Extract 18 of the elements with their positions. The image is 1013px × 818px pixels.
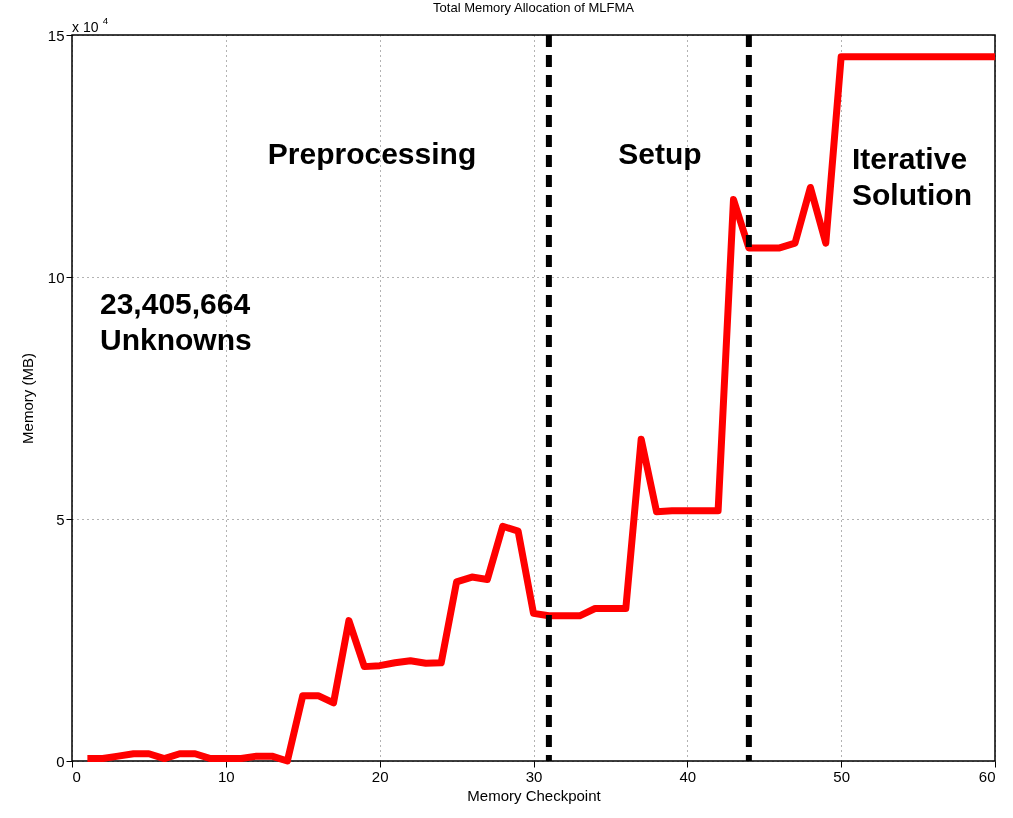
y-tick-label: 15 <box>47 26 65 44</box>
y-tick-label: 0 <box>56 752 65 770</box>
annotation: 23,405,664 Unknowns <box>100 287 252 356</box>
annotation: Setup <box>618 137 702 170</box>
x-tick-label: 30 <box>525 767 543 785</box>
x-tick-label: 0 <box>72 767 81 785</box>
x-tick-label: 20 <box>371 767 389 785</box>
x-tick-label: 40 <box>679 767 697 785</box>
y-axis-title: Memory (MB) <box>18 353 36 444</box>
annotation: Iterative Solution <box>852 142 972 211</box>
chart-title: Total Memory Allocation of MLFMA <box>433 0 635 15</box>
y-tick-label: 10 <box>47 268 65 286</box>
x-tick-label: 50 <box>833 767 851 785</box>
x-tick-label: 60 <box>978 767 996 785</box>
annotation: Preprocessing <box>267 137 477 170</box>
y-tick-label: 5 <box>56 510 65 528</box>
x-tick-label: 10 <box>217 767 235 785</box>
x-axis-title: Memory Checkpoint <box>467 786 602 804</box>
